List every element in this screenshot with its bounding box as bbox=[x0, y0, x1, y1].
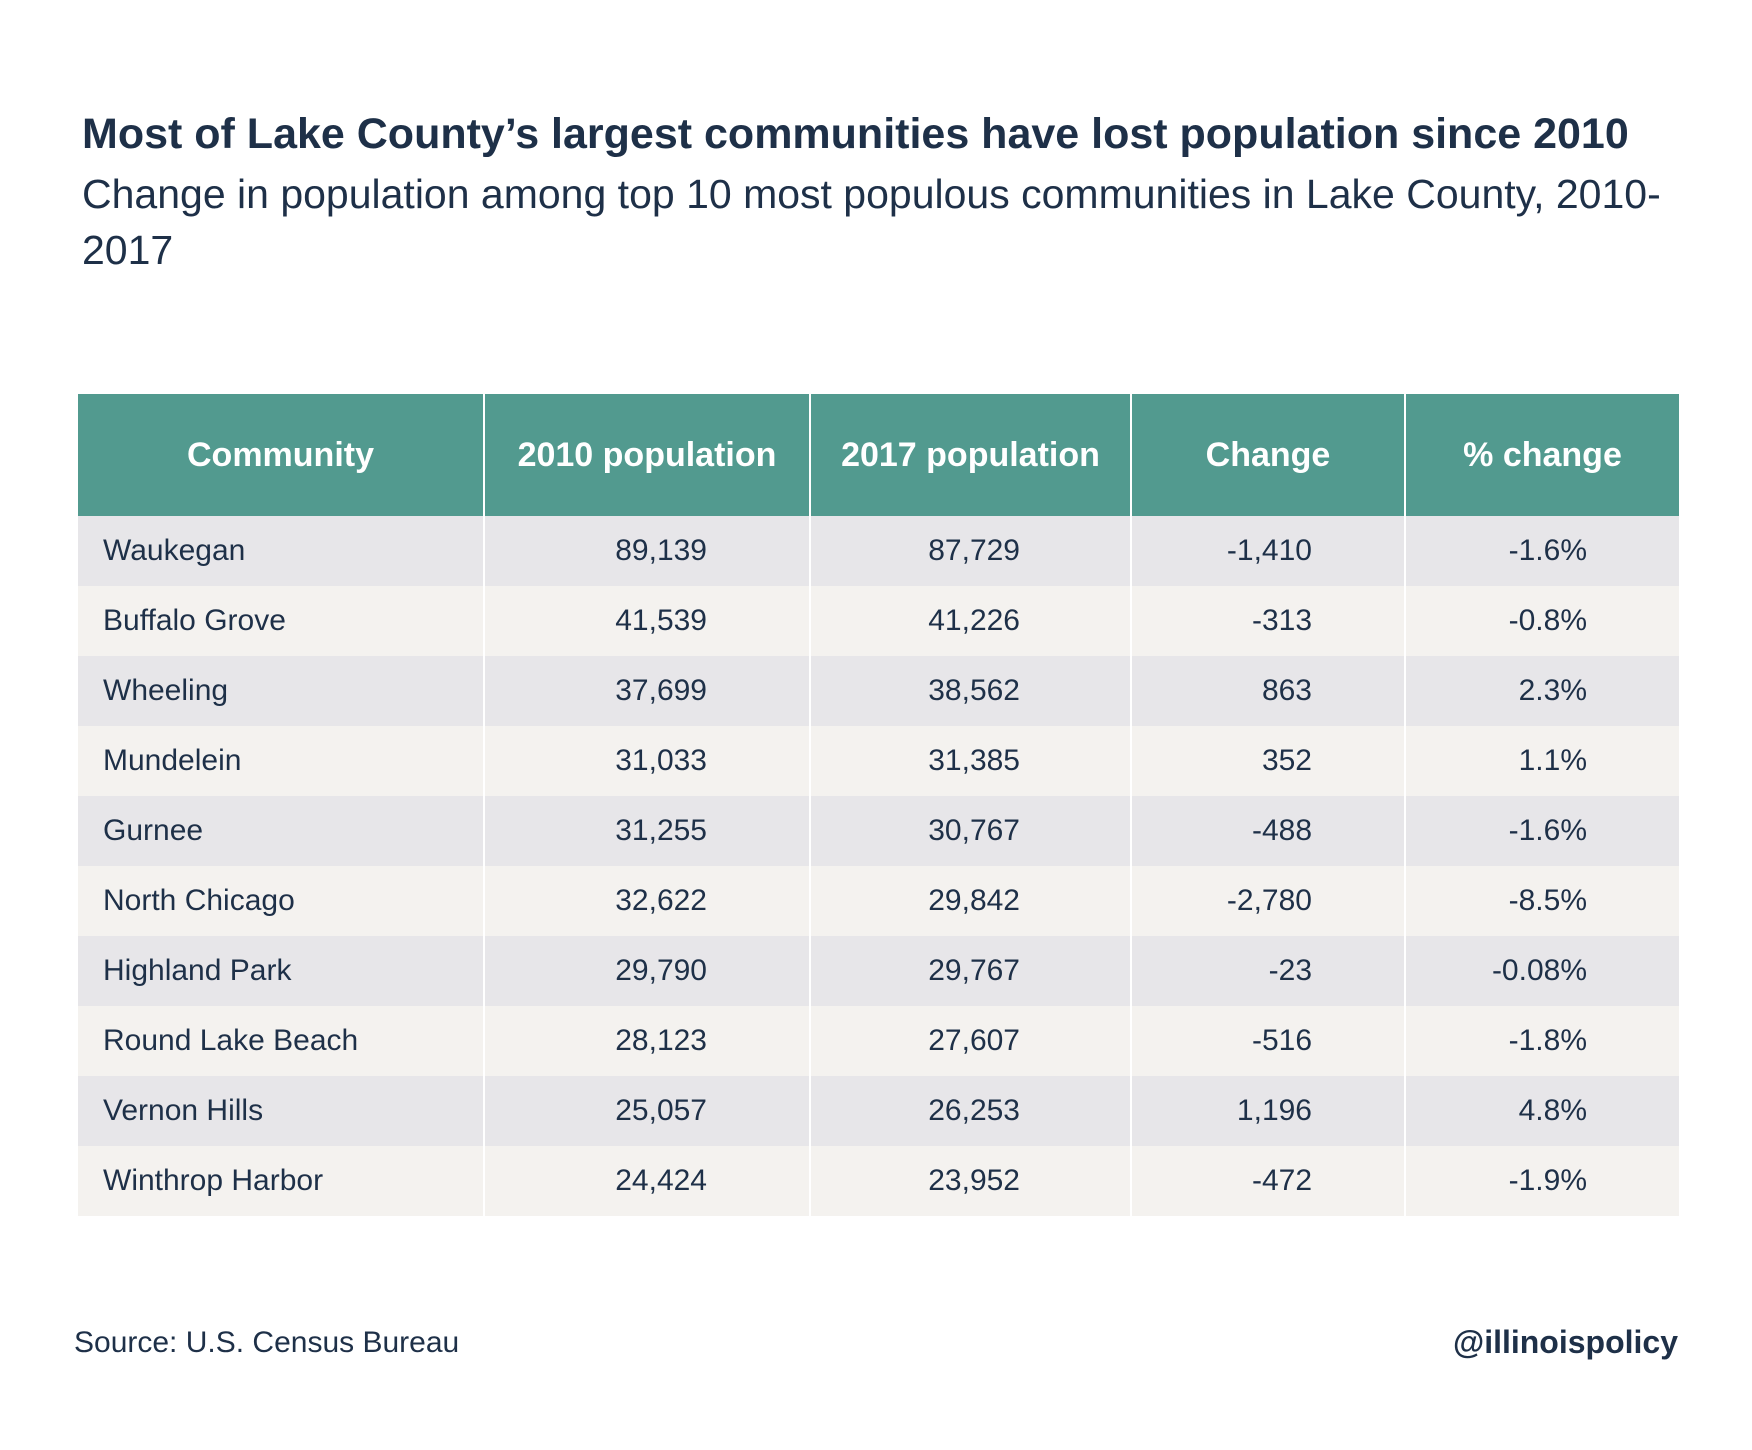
cell-community: Wheeling bbox=[78, 656, 484, 726]
table-row: North Chicago 32,622 29,842 -2,780 -8.5% bbox=[78, 866, 1679, 936]
cell-community: Vernon Hills bbox=[78, 1076, 484, 1146]
source-note: Source: U.S. Census Bureau bbox=[74, 1326, 460, 1359]
table-row: Round Lake Beach 28,123 27,607 -516 -1.8% bbox=[78, 1006, 1679, 1076]
cell-percent-change: -1.9% bbox=[1404, 1146, 1679, 1216]
cell-percent-change: 1.1% bbox=[1404, 726, 1679, 796]
cell-percent-change: -0.08% bbox=[1404, 936, 1679, 1006]
cell-community: Buffalo Grove bbox=[78, 586, 484, 656]
population-table: Community 2010 population 2017 populatio… bbox=[78, 394, 1679, 1216]
cell-2010-population: 32,622 bbox=[483, 866, 810, 936]
cell-2017-population: 87,729 bbox=[809, 516, 1131, 586]
header-community: Community bbox=[78, 394, 484, 516]
cell-percent-change: -1.6% bbox=[1404, 516, 1679, 586]
table-row: Winthrop Harbor 24,424 23,952 -472 -1.9% bbox=[78, 1146, 1679, 1216]
cell-2017-population: 41,226 bbox=[809, 586, 1131, 656]
cell-2017-population: 29,767 bbox=[809, 936, 1131, 1006]
cell-2010-population: 28,123 bbox=[483, 1006, 810, 1076]
table-row: Buffalo Grove 41,539 41,226 -313 -0.8% bbox=[78, 586, 1679, 656]
cell-change: -2,780 bbox=[1130, 866, 1405, 936]
cell-2010-population: 24,424 bbox=[483, 1146, 810, 1216]
cell-percent-change: 2.3% bbox=[1404, 656, 1679, 726]
table-row: Waukegan 89,139 87,729 -1,410 -1.6% bbox=[78, 516, 1679, 586]
table-body: Waukegan 89,139 87,729 -1,410 -1.6% Buffalo G… bbox=[78, 516, 1679, 1216]
cell-2017-population: 29,842 bbox=[809, 866, 1131, 936]
cell-change: -472 bbox=[1130, 1146, 1405, 1216]
cell-community: Round Lake Beach bbox=[78, 1006, 484, 1076]
cell-change: -1,410 bbox=[1130, 516, 1405, 586]
table-row: Vernon Hills 25,057 26,253 1,196 4.8% bbox=[78, 1076, 1679, 1146]
cell-change: 863 bbox=[1130, 656, 1405, 726]
cell-percent-change: -1.8% bbox=[1404, 1006, 1679, 1076]
cell-2017-population: 26,253 bbox=[809, 1076, 1131, 1146]
chart-subtitle: Change in population among top 10 most p… bbox=[82, 171, 1661, 273]
table-row: Gurnee 31,255 30,767 -488 -1.6% bbox=[78, 796, 1679, 866]
cell-2010-population: 89,139 bbox=[483, 516, 810, 586]
cell-2017-population: 23,952 bbox=[809, 1146, 1131, 1216]
cell-2010-population: 41,539 bbox=[483, 586, 810, 656]
cell-2010-population: 31,255 bbox=[483, 796, 810, 866]
cell-2017-population: 31,385 bbox=[809, 726, 1131, 796]
cell-2017-population: 38,562 bbox=[809, 656, 1131, 726]
cell-2010-population: 25,057 bbox=[483, 1076, 810, 1146]
cell-2010-population: 29,790 bbox=[483, 936, 810, 1006]
cell-percent-change: -8.5% bbox=[1404, 866, 1679, 936]
cell-percent-change: -1.6% bbox=[1404, 796, 1679, 866]
cell-change: -488 bbox=[1130, 796, 1405, 866]
cell-2010-population: 31,033 bbox=[483, 726, 810, 796]
header-change: Change bbox=[1130, 394, 1405, 516]
cell-percent-change: 4.8% bbox=[1404, 1076, 1679, 1146]
cell-change: -516 bbox=[1130, 1006, 1405, 1076]
chart-title: Most of Lake County’s largest communitie… bbox=[82, 110, 1629, 158]
cell-community: Mundelein bbox=[78, 726, 484, 796]
cell-2017-population: 30,767 bbox=[809, 796, 1131, 866]
cell-percent-change: -0.8% bbox=[1404, 586, 1679, 656]
header-percent-change: % change bbox=[1404, 394, 1679, 516]
cell-2017-population: 27,607 bbox=[809, 1006, 1131, 1076]
cell-change: 1,196 bbox=[1130, 1076, 1405, 1146]
credit-handle: @illinoispolicy bbox=[1452, 1324, 1678, 1360]
cell-change: -23 bbox=[1130, 936, 1405, 1006]
cell-community: Winthrop Harbor bbox=[78, 1146, 484, 1216]
table-row: Highland Park 29,790 29,767 -23 -0.08% bbox=[78, 936, 1679, 1006]
table-row: Mundelein 31,033 31,385 352 1.1% bbox=[78, 726, 1679, 796]
cell-community: Highland Park bbox=[78, 936, 484, 1006]
table-row: Wheeling 37,699 38,562 863 2.3% bbox=[78, 656, 1679, 726]
cell-community: North Chicago bbox=[78, 866, 484, 936]
cell-change: -313 bbox=[1130, 586, 1405, 656]
header-2017-population: 2017 population bbox=[809, 394, 1131, 516]
cell-community: Waukegan bbox=[78, 516, 484, 586]
table-header-row: Community 2010 population 2017 populatio… bbox=[78, 394, 1679, 516]
header-2010-population: 2010 population bbox=[483, 394, 810, 516]
cell-community: Gurnee bbox=[78, 796, 484, 866]
cell-change: 352 bbox=[1130, 726, 1405, 796]
cell-2010-population: 37,699 bbox=[483, 656, 810, 726]
